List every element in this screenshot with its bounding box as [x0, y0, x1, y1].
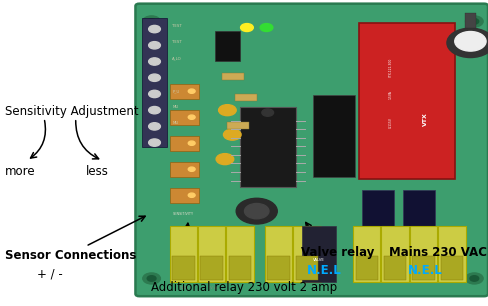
FancyBboxPatch shape: [302, 226, 335, 282]
FancyBboxPatch shape: [170, 162, 199, 177]
FancyBboxPatch shape: [169, 226, 197, 282]
Text: Mains 230 VAC: Mains 230 VAC: [388, 246, 486, 259]
Text: + / -: + / -: [37, 267, 62, 280]
FancyBboxPatch shape: [440, 256, 462, 280]
Circle shape: [148, 90, 160, 98]
FancyBboxPatch shape: [381, 226, 408, 282]
Text: TEST: TEST: [172, 24, 182, 28]
Circle shape: [148, 123, 160, 130]
FancyBboxPatch shape: [383, 256, 406, 280]
Circle shape: [465, 16, 482, 27]
Circle shape: [216, 154, 233, 165]
FancyBboxPatch shape: [222, 73, 244, 80]
FancyBboxPatch shape: [170, 110, 199, 125]
Circle shape: [147, 276, 156, 281]
Text: SOB: SOB: [179, 286, 187, 290]
Text: Valve relay: Valve relay: [300, 246, 373, 259]
FancyBboxPatch shape: [295, 256, 318, 280]
FancyBboxPatch shape: [170, 188, 199, 203]
Circle shape: [454, 32, 485, 51]
FancyBboxPatch shape: [227, 122, 249, 129]
Circle shape: [142, 16, 160, 27]
FancyBboxPatch shape: [352, 226, 380, 282]
FancyBboxPatch shape: [142, 18, 167, 147]
Text: N.E.L: N.E.L: [407, 264, 442, 277]
Text: 1.5VA: 1.5VA: [388, 91, 392, 99]
FancyBboxPatch shape: [437, 226, 465, 282]
Text: Sensor Connections: Sensor Connections: [5, 249, 136, 262]
FancyBboxPatch shape: [170, 136, 199, 151]
FancyBboxPatch shape: [312, 95, 354, 177]
Circle shape: [240, 24, 253, 32]
Text: VTX-121-300: VTX-121-300: [388, 58, 392, 77]
FancyBboxPatch shape: [234, 94, 256, 101]
FancyBboxPatch shape: [170, 84, 199, 99]
Text: A_LO: A_LO: [172, 56, 182, 61]
Circle shape: [188, 141, 195, 145]
FancyBboxPatch shape: [293, 226, 320, 282]
Circle shape: [469, 19, 478, 24]
Text: P_U: P_U: [172, 89, 179, 93]
Text: MU: MU: [172, 121, 178, 125]
FancyBboxPatch shape: [267, 256, 289, 280]
Text: SENSITIVITY: SENSITIVITY: [172, 212, 193, 216]
FancyBboxPatch shape: [200, 256, 223, 280]
FancyBboxPatch shape: [239, 107, 295, 187]
FancyBboxPatch shape: [464, 13, 475, 28]
Circle shape: [148, 106, 160, 114]
Circle shape: [465, 273, 482, 284]
Text: N.E.L: N.E.L: [306, 264, 341, 277]
Circle shape: [188, 167, 195, 171]
Circle shape: [236, 198, 277, 224]
Text: VALVE: VALVE: [313, 258, 325, 262]
Text: less: less: [85, 165, 108, 178]
FancyBboxPatch shape: [403, 190, 434, 233]
Circle shape: [188, 193, 195, 197]
Circle shape: [244, 203, 268, 219]
Circle shape: [188, 115, 195, 119]
Circle shape: [188, 89, 195, 93]
Text: TEST: TEST: [172, 40, 182, 44]
FancyBboxPatch shape: [359, 23, 454, 179]
FancyBboxPatch shape: [198, 226, 225, 282]
Circle shape: [262, 109, 273, 116]
FancyBboxPatch shape: [264, 226, 292, 282]
Circle shape: [148, 42, 160, 49]
FancyBboxPatch shape: [228, 256, 251, 280]
Circle shape: [469, 276, 478, 281]
FancyBboxPatch shape: [361, 190, 393, 233]
FancyBboxPatch shape: [135, 4, 487, 296]
Text: VTX: VTX: [422, 112, 427, 126]
Text: Additional relay 230 volt 2 amp: Additional relay 230 volt 2 amp: [151, 281, 337, 294]
Text: 5V dc: 5V dc: [207, 286, 217, 290]
FancyBboxPatch shape: [409, 226, 436, 282]
FancyBboxPatch shape: [411, 256, 434, 280]
Circle shape: [148, 139, 160, 146]
FancyBboxPatch shape: [215, 31, 239, 61]
Circle shape: [142, 273, 160, 284]
FancyBboxPatch shape: [172, 256, 194, 280]
Circle shape: [223, 129, 241, 140]
Circle shape: [260, 24, 272, 32]
Text: 0-115V: 0-115V: [388, 117, 392, 128]
Circle shape: [218, 105, 236, 116]
Circle shape: [148, 74, 160, 81]
Circle shape: [147, 19, 156, 24]
FancyBboxPatch shape: [355, 256, 377, 280]
Text: more: more: [5, 165, 36, 178]
Circle shape: [446, 28, 488, 58]
Circle shape: [148, 25, 160, 33]
Circle shape: [148, 58, 160, 65]
Text: Sensitivity Adjustment: Sensitivity Adjustment: [5, 105, 138, 118]
FancyBboxPatch shape: [226, 226, 253, 282]
Text: MU: MU: [172, 105, 178, 109]
